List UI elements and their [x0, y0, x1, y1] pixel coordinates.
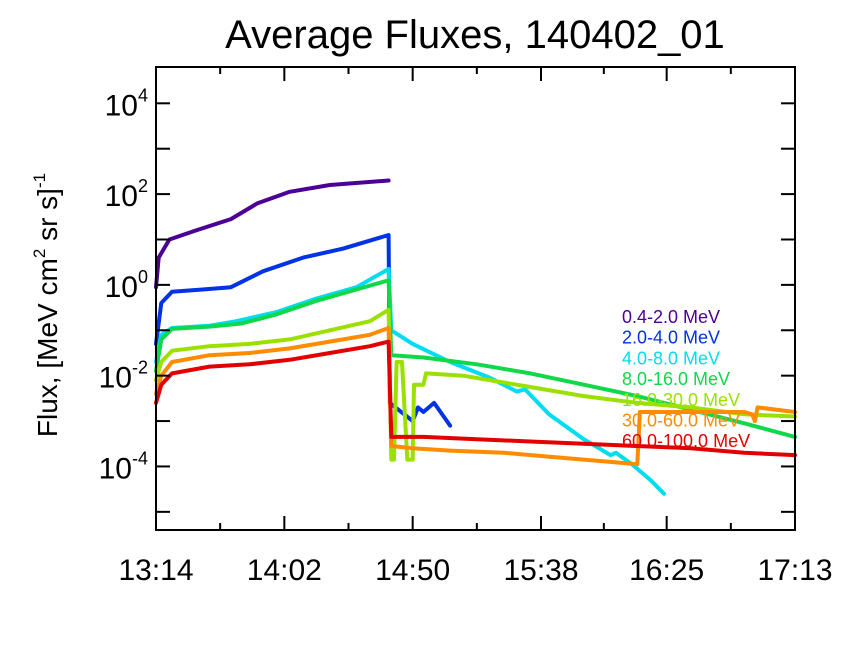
y-axis-label-main: Flux, [MeV cm: [32, 258, 63, 437]
series-line-6: [154, 326, 797, 467]
y-tick-label: 102: [105, 176, 148, 213]
x-tick-label: 17:13: [757, 554, 832, 587]
y-tick-label: 100: [105, 267, 148, 304]
legend-item-3: 4.0-8.0 MeV: [622, 348, 720, 368]
legend-item-1: 0.4-2.0 MeV: [622, 307, 720, 327]
axes-layer: 13:14 14:02 14:50 15:38 16:25 17:13 104 102 100 1…: [99, 66, 833, 587]
series-line-5: [154, 307, 797, 462]
series-line-2: [154, 233, 453, 428]
x-tick-label: 16:25: [629, 554, 704, 587]
x-tick-label: 15:38: [503, 554, 578, 587]
y-tick-label: 10-2: [99, 358, 148, 395]
y-axis-label-sup1: 2: [30, 249, 49, 258]
legend-item-2: 2.0-4.0 MeV: [622, 328, 720, 348]
legend-item-4: 8.0-16.0 MeV: [622, 369, 730, 389]
y-tick-label: 10-4: [99, 448, 148, 485]
plot-frame: [155, 66, 796, 531]
y-axis-label: Flux, [MeV cm2 sr s]-1: [30, 173, 63, 437]
y-axis-label-mid: sr s]: [32, 188, 63, 249]
x-tick-label: 14:02: [247, 554, 322, 587]
series-layer: [154, 178, 797, 496]
svg-text:Flux, [MeV cm2 sr s]-1: Flux, [MeV cm2 sr s]-1: [30, 173, 63, 437]
y-axis-label-sup2: -1: [30, 173, 49, 188]
legend-item-6: 30.0-60.0 MeV: [622, 411, 740, 431]
legend-item-7: 60.0-100.0 MeV: [622, 431, 750, 451]
series-line-1: [154, 178, 391, 290]
y-tick-label: 104: [105, 85, 148, 122]
x-tick-label: 13:14: [118, 554, 193, 587]
x-tick-label: 14:50: [375, 554, 450, 587]
chart-title: Average Fluxes, 140402_01: [225, 13, 725, 57]
legend-item-5: 16.0-30.0 MeV: [622, 390, 740, 410]
series-line-7: [154, 339, 797, 458]
